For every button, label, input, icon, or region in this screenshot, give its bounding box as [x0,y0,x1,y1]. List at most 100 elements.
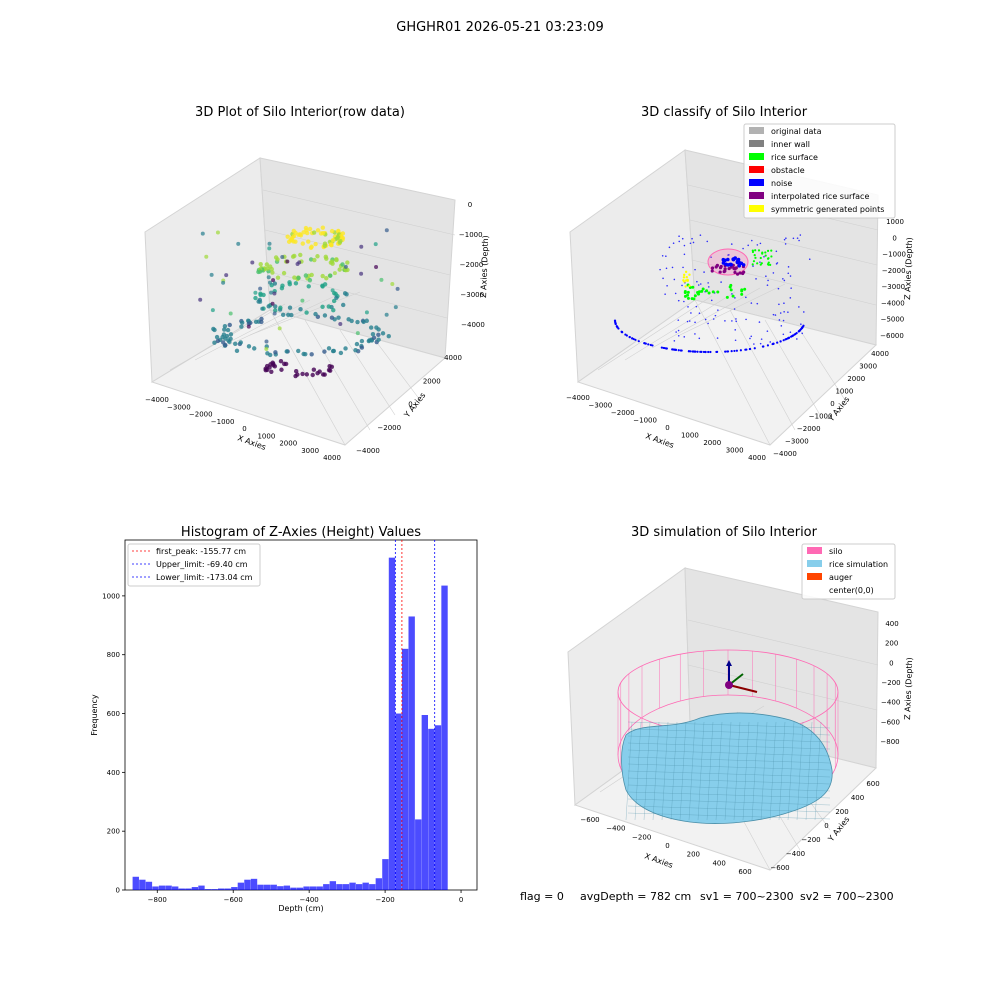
rice-surface-point [751,249,754,252]
raw-point [322,243,328,249]
raw-point [300,241,305,246]
classify-plot: 3D classify of Silo Interior −4000−3000−… [566,105,914,462]
raw-point [329,364,335,369]
raw-point [326,367,332,373]
raw-point [309,244,314,249]
noise-point [710,256,712,258]
classify-grid [597,184,879,446]
noise-point [673,278,676,281]
noise-point [686,320,689,323]
classify-z-label: Z Axies (Depth) [903,237,914,300]
raw-point [303,351,308,357]
raw-point [324,256,329,261]
raw-point [234,348,240,354]
rice-surface-point [686,296,690,300]
noise-point [753,347,756,350]
raw-z-tick-2: −2000 [460,261,484,269]
legend-label: rice simulation [829,560,888,569]
classify-y-tick-2: −2000 [797,425,821,433]
legend-swatch [807,573,822,580]
legend-label: interpolated rice surface [771,192,869,201]
raw-point [266,304,271,309]
rice-surface-point [770,255,773,258]
noise-point [687,350,690,353]
simulation-legend-frame [801,543,896,600]
noise-point [767,279,769,282]
noise-point [733,308,736,310]
legend-swatch [749,166,764,173]
rice-mesh-line [627,721,831,729]
noise-point [799,328,803,331]
raw-y-label: Y Axies [402,391,428,420]
raw-point [198,297,203,302]
noise-point [625,334,628,337]
classify-x-tick-8: 4000 [748,454,766,462]
histogram-bars [132,557,448,890]
noise-point [678,235,680,237]
simulation-z-ticks: −800 −600 −400 −200 0 200 400 [880,620,900,746]
noise-point [759,261,761,263]
raw-point [311,367,317,372]
noise-point [704,350,707,354]
raw-z-tick-0: −4000 [461,321,485,329]
noise-point [783,279,786,282]
rice-mesh-line [627,728,831,736]
raw-point [303,225,309,231]
raw-point [373,242,378,247]
rice-surface-point [705,289,709,293]
noise-point [750,239,753,242]
noise-point [787,336,791,339]
rice-mesh-line [627,798,831,806]
raw-point [340,262,345,267]
raw-x-tick-5: 1000 [257,432,275,440]
noise-point [739,349,742,352]
noise-point [766,284,769,286]
histogram-bar [132,876,139,890]
auger [725,660,758,693]
histogram-legend-label: Lower_limit: -173.04 cm [156,573,253,582]
raw-x-tick-2: −2000 [189,411,213,419]
histogram-bar [152,886,159,890]
noise-point [796,237,799,239]
histogram-bar [434,725,442,890]
noise-point [665,255,667,258]
histogram-bar [250,878,258,890]
raw-point [258,262,263,267]
histogram-bar [277,886,284,890]
simulation-y-tick-0: −600 [770,864,789,872]
noise-point [783,310,785,313]
raw-point [258,299,263,304]
simulation-y-tick-1: −400 [786,850,805,858]
simulation-title: 3D simulation of Silo Interior [631,525,818,540]
raw-point [278,359,284,364]
rice-surface-point [756,262,759,265]
noise-point [696,350,699,353]
raw-point [239,320,245,325]
noise-point [678,240,681,243]
rice-simulation-surface [621,712,833,824]
raw-point [300,298,305,303]
raw-y-tick-0: −4000 [356,447,380,455]
noise-point [752,265,754,267]
raw-point [209,272,214,277]
classify-y-tick-1: −3000 [785,438,809,446]
noise-point [707,286,710,288]
raw-point [272,291,277,296]
rice-surface-point [766,263,770,266]
classify-x-tick-2: −2000 [611,409,635,417]
obstacle-point [728,262,733,267]
raw-point [225,327,231,333]
raw-y-tick-2: 0 [408,401,412,409]
histogram-x-tick-label: −800 [148,896,167,904]
simulation-y-tick-4: 200 [835,808,848,816]
noise-point [779,312,782,314]
noise-point [745,318,747,321]
raw-point [366,338,372,344]
noise-point [688,320,691,322]
raw-x-tick-0: −4000 [145,396,169,404]
noise-point [744,348,747,351]
classify-x-tick-5: 1000 [681,432,699,440]
histogram-bar [198,885,205,890]
noise-point [772,342,774,345]
noise-point [716,337,719,339]
